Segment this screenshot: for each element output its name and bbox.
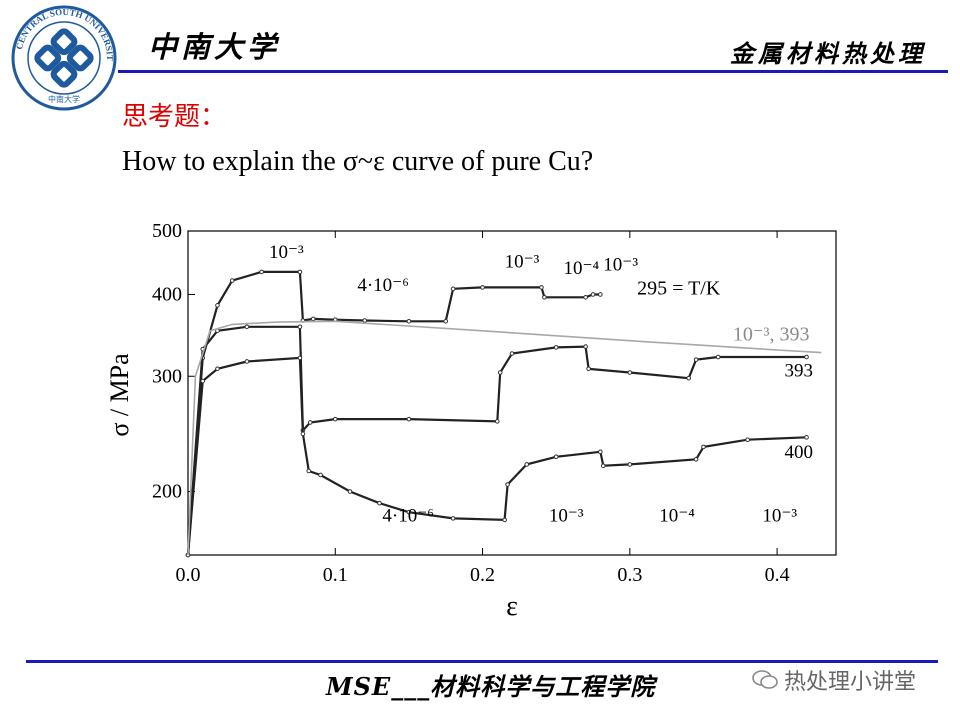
series-point	[406, 509, 412, 515]
series-point	[297, 355, 303, 361]
question-title: 思考题：	[122, 102, 227, 132]
series-point	[310, 316, 316, 322]
series-point	[406, 416, 412, 422]
series-point	[332, 416, 338, 422]
series-point	[497, 370, 503, 375]
series-point	[318, 472, 323, 478]
series-point	[215, 303, 220, 308]
series-point	[200, 378, 206, 384]
chart-annotation: 295 = T/K	[637, 277, 721, 299]
header-rule	[118, 70, 948, 73]
series-point	[377, 500, 382, 506]
series-point	[627, 370, 633, 375]
series-point	[693, 357, 699, 362]
chart-annotation: 4·10⁻⁶	[357, 275, 408, 296]
series-point	[505, 482, 510, 487]
series-point	[300, 431, 306, 437]
chart-annotation: 400	[784, 442, 813, 463]
series-point	[598, 292, 603, 297]
series-point	[542, 295, 547, 300]
x-tick-label: 0.3	[617, 564, 642, 586]
series-point	[244, 359, 250, 364]
series-point	[583, 344, 588, 349]
series-point	[362, 318, 368, 323]
series-point	[347, 489, 353, 494]
chart-annotation: 4·10⁻⁶	[382, 506, 433, 527]
chart-annotation: 10⁻³	[603, 255, 638, 276]
series-point	[450, 516, 456, 521]
chart-annotation: 10⁻³	[762, 506, 797, 527]
header-right-title: 金属材料热处理	[730, 39, 926, 68]
series-point	[686, 375, 692, 381]
series-point	[509, 351, 515, 356]
series-point	[553, 454, 559, 460]
series-point	[502, 517, 507, 523]
series-point	[229, 278, 235, 283]
series-point	[539, 285, 544, 290]
series-point	[553, 345, 559, 350]
y-tick-label: 500	[152, 220, 182, 242]
plot-frame	[187, 230, 837, 556]
series-point	[804, 354, 809, 360]
watermark: 热处理小讲堂	[752, 664, 916, 696]
logo-subtext: 中南大学	[48, 94, 80, 104]
chart-annotation: 393	[784, 360, 813, 381]
series-point	[494, 419, 500, 424]
series-point	[627, 462, 633, 467]
chart-annotation: 10⁻³	[269, 242, 304, 263]
series-point	[406, 318, 412, 324]
stress-strain-chart: 200 300 400 500 0.0 0.1 0.2 0.3 0.4 10⁻³ 4·10⁻⁶ 1…	[105, 220, 837, 622]
chart-annotation: 10⁻³, 393	[733, 324, 810, 346]
series-point	[693, 457, 699, 462]
x-tick-label: 0.0	[176, 564, 201, 586]
series-point	[715, 354, 721, 360]
x-tick-label: 0.2	[470, 564, 495, 586]
series-point	[583, 295, 588, 300]
series-line-2	[186, 325, 807, 556]
question-body: How to explain the σ~ε curve of pure Cu?	[122, 146, 594, 177]
series-point	[745, 437, 750, 443]
series-point	[701, 444, 706, 450]
y-tick-label: 400	[152, 283, 182, 305]
x-axis-label: ε	[506, 591, 518, 622]
x-tick-label: 0.1	[323, 564, 348, 586]
chart-annotation: 10⁻³	[505, 251, 540, 272]
series-point	[307, 420, 313, 425]
series-line-4	[187, 320, 822, 556]
y-axis-ticks: 200 300 400 500	[152, 220, 195, 503]
series-point	[601, 463, 606, 469]
x-tick-label: 0.4	[765, 564, 790, 586]
footer-rule	[26, 660, 938, 663]
chart-series	[185, 269, 822, 558]
series-point	[297, 269, 303, 275]
watermark-text: 热处理小讲堂	[784, 670, 917, 695]
y-tick-label: 200	[152, 481, 182, 503]
university-logo: CENTRAL SOUTH UNIVERSITY 中南大学	[10, 4, 117, 111]
y-tick-label: 300	[152, 365, 182, 387]
chat-bubble-icon	[752, 670, 778, 689]
series-point	[590, 292, 596, 297]
chart-annotation: 10⁻⁴	[564, 258, 600, 279]
header-left-title: 中南大学	[148, 30, 281, 64]
series-point	[480, 285, 485, 290]
x-axis-ticks: 0.0 0.1 0.2 0.3 0.4	[176, 231, 790, 586]
chart-annotation: 10⁻³	[549, 506, 584, 527]
series-point	[259, 269, 264, 275]
footer-text: MSE___材料科学与工程学院	[326, 672, 656, 701]
y-axis-label: σ / MPa	[105, 353, 134, 437]
chart-annotation: 10⁻⁴	[659, 506, 695, 527]
series-point	[524, 462, 530, 467]
series-point	[586, 366, 591, 372]
series-point	[804, 435, 809, 440]
series-point	[450, 286, 456, 292]
series-point	[244, 324, 250, 330]
series-point	[306, 468, 312, 474]
series-point	[443, 318, 449, 324]
series-line-3	[186, 356, 807, 556]
series-point	[598, 449, 603, 455]
series-point	[215, 366, 220, 372]
series-point	[297, 324, 303, 330]
